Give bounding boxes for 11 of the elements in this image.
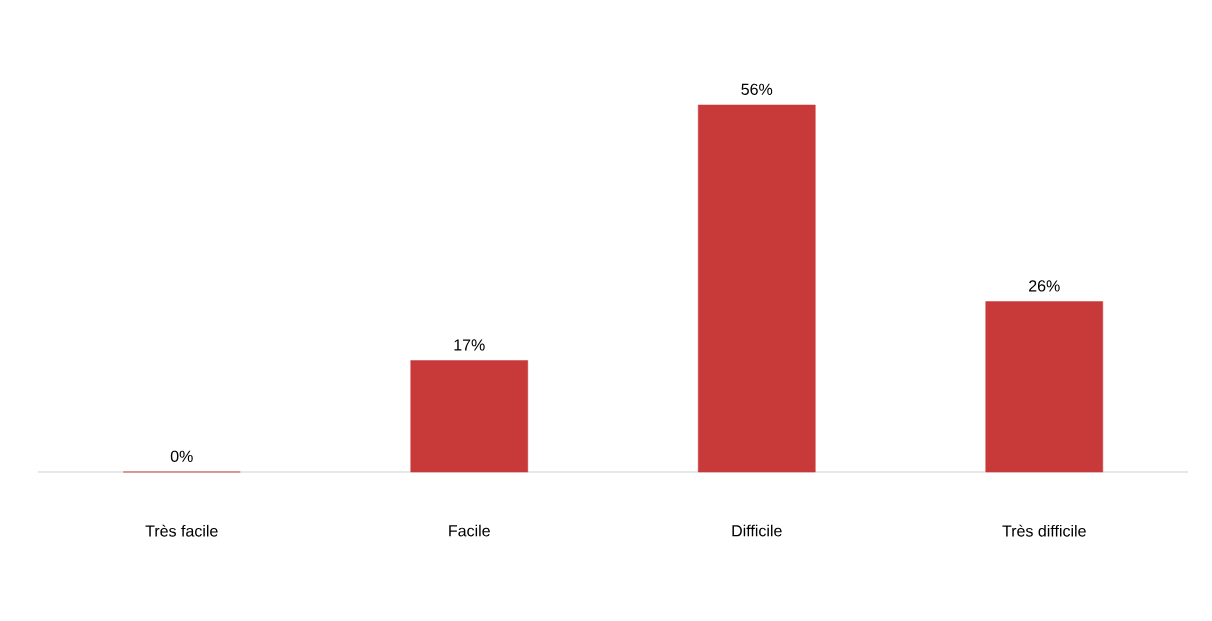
bar: [410, 360, 529, 473]
x-tick-label: Très difficile: [1002, 524, 1086, 537]
bar: [697, 104, 816, 473]
data-label: 0%: [170, 450, 193, 462]
bar: [985, 301, 1104, 473]
x-tick-label: Très facile: [145, 524, 218, 537]
data-label: 26%: [1029, 280, 1060, 292]
data-label: 17%: [454, 339, 485, 351]
x-tick-label: Difficile: [732, 524, 782, 537]
x-tick-label: Facile: [449, 524, 490, 537]
data-label: 56%: [741, 83, 773, 95]
